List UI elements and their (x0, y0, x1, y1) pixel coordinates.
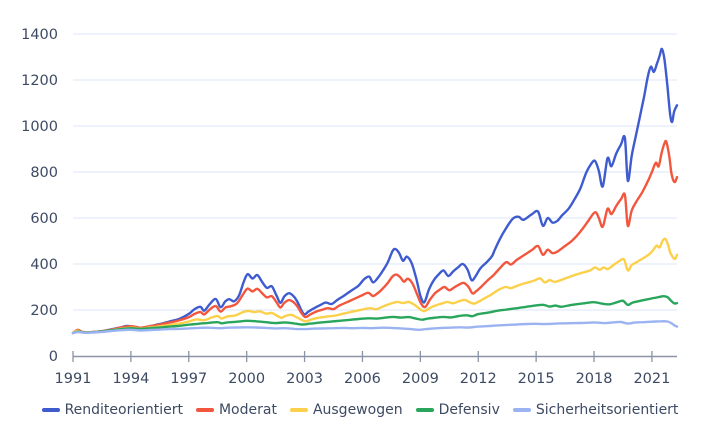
x-axis-label: 2009 (402, 371, 439, 387)
y-axis-label: 800 (30, 165, 58, 181)
series-line-renditeorientiert (71, 47, 679, 335)
legend-item-sicherheitsorientiert[interactable]: Sicherheitsorientiert (512, 402, 679, 418)
series-line-ausgewogen (71, 237, 679, 335)
x-axis-label: 1997 (170, 371, 207, 387)
y-axis-label: 1200 (21, 73, 58, 89)
y-axis-label: 200 (30, 303, 58, 319)
series-line-sicherheitsorientiert (71, 320, 679, 335)
y-axis-label: 400 (30, 257, 58, 273)
legend-item-defensiv[interactable]: Defensiv (415, 402, 500, 418)
legend-label: Ausgewogen (312, 402, 403, 418)
y-axis-label: 0 (49, 349, 58, 365)
y-axis-label: 1400 (21, 27, 58, 43)
x-axis-label: 2015 (518, 371, 555, 387)
legend-label: Sicherheitsorientiert (535, 402, 679, 418)
legend-label: Renditeorientiert (64, 402, 183, 418)
legend-label: Moderat (218, 402, 277, 418)
legend-item-renditeorientiert[interactable]: Renditeorientiert (41, 402, 183, 418)
series-lines (71, 47, 679, 335)
series-line-defensiv (71, 295, 679, 335)
axes: 0 200 400 600 800 1000 1200 1400 1991 1994 1997 200… (21, 27, 677, 387)
x-axis-label: 1991 (55, 371, 92, 387)
legend-swatch-icon (41, 408, 60, 412)
x-axis-label: 2012 (460, 371, 497, 387)
gridlines (73, 33, 677, 311)
series-line-moderat (71, 139, 679, 335)
legend-swatch-icon (289, 408, 308, 412)
y-axis-label: 1000 (21, 119, 58, 135)
x-axis-label: 2006 (344, 371, 381, 387)
legend-item-ausgewogen[interactable]: Ausgewogen (289, 402, 403, 418)
legend: Renditeorientiert Moderat Ausgewogen Defens… (0, 399, 720, 421)
x-axis-label: 2000 (228, 371, 265, 387)
x-axis-label: 2003 (286, 371, 323, 387)
x-axis-label: 2021 (633, 371, 670, 387)
x-axis-label: 2018 (576, 371, 613, 387)
legend-swatch-icon (512, 408, 531, 412)
legend-swatch-icon (195, 408, 214, 412)
legend-label: Defensiv (438, 402, 500, 418)
x-axis-label: 1994 (112, 371, 149, 387)
legend-swatch-icon (415, 408, 434, 412)
legend-item-moderat[interactable]: Moderat (195, 402, 277, 418)
y-axis-label: 600 (30, 211, 58, 227)
